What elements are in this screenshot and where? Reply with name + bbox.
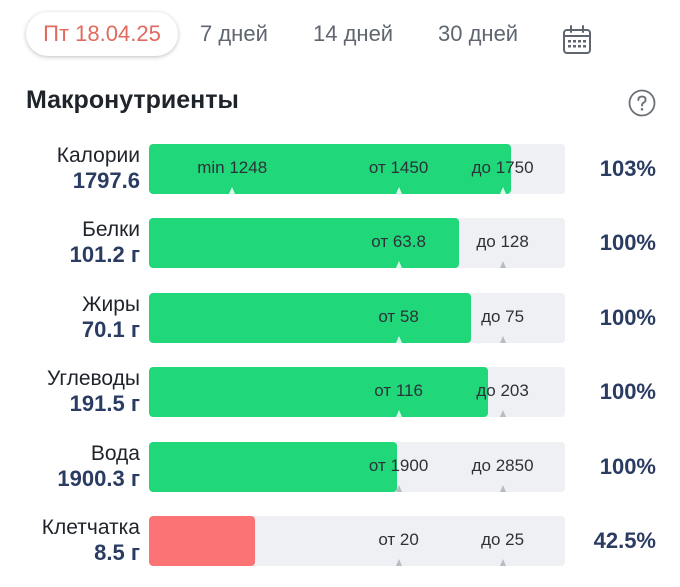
range-marker-tick: [395, 559, 402, 566]
range-marker-tick: [395, 187, 402, 194]
nutrient-percent: 100%: [599, 230, 656, 256]
nutrient-name: Клетчатка: [41, 516, 140, 539]
nutrient-value: 191.5 г: [69, 391, 140, 417]
range-marker-label: от 63.8: [371, 232, 426, 252]
nutrient-row[interactable]: Жиры 70.1 г от 58 до 75 100%: [0, 292, 680, 345]
nutrient-name: Углеводы: [46, 367, 140, 391]
progress-fill: [149, 292, 472, 343]
progress-track: от 116 до 203: [149, 367, 565, 418]
progress-track: min 1248 от 1450 до 1750: [149, 144, 565, 194]
progress-track: от 63.8 до 128: [149, 218, 565, 269]
nutrient-label: Белки 101.2 г: [70, 218, 140, 268]
tab-30-days[interactable]: 30 дней: [438, 21, 519, 46]
nutrient-name: Вода: [90, 441, 140, 465]
range-marker-label: до 75: [481, 306, 525, 326]
range-marker-label: до 2850: [471, 455, 534, 475]
range-marker-label: до 25: [481, 530, 525, 549]
range-marker-tick: [499, 410, 506, 418]
range-marker-label: от 58: [378, 306, 419, 326]
section-title: Макронутриенты: [26, 86, 239, 114]
nutrient-label: Углеводы 191.5 г: [47, 367, 140, 417]
range-marker-tick: [499, 335, 506, 343]
range-marker-label: от 1450: [368, 158, 429, 177]
nutrient-row[interactable]: Клетчатка 8.5 г от 20 до 25 42.5%: [0, 516, 680, 568]
progress-fill: [149, 516, 256, 566]
nutrient-percent: 103%: [599, 156, 656, 181]
nutrient-label: Вода 1900.3 г: [57, 442, 140, 492]
nutrient-percent: 100%: [599, 453, 656, 479]
nutrient-row[interactable]: Вода 1900.3 г от 1900 до 2850 100%: [0, 441, 680, 494]
range-marker-label: от 116: [374, 381, 423, 401]
range-marker-label: до 203: [476, 381, 529, 401]
nutrient-value: 1797.6: [72, 168, 140, 193]
nutrient-label: Калории 1797.6: [57, 144, 140, 194]
nutrient-value: 8.5 г: [94, 540, 140, 565]
nutrient-value: 1900.3 г: [57, 465, 140, 491]
range-marker-label: до 1750: [471, 158, 534, 177]
nutrient-row[interactable]: Калории 1797.6 min 1248 от 1450 до 1750 103%: [0, 144, 680, 196]
progress-fill: [149, 367, 489, 418]
nutrient-label: Клетчатка 8.5 г: [42, 516, 140, 566]
progress-track: от 20 до 25: [149, 516, 565, 566]
range-marker-tick: [395, 410, 402, 418]
nutrient-value: 101.2 г: [69, 242, 140, 268]
nutrient-name: Белки: [82, 218, 140, 242]
range-marker-tick: [499, 484, 506, 492]
range-marker-tick: [395, 335, 402, 343]
progress-fill: [149, 144, 511, 194]
range-marker-tick: [395, 261, 402, 269]
nutrient-name: Жиры: [82, 292, 140, 316]
tab-14-days[interactable]: 14 дней: [313, 21, 394, 46]
progress-track: от 1900 до 2850: [149, 441, 565, 492]
nutrient-percent: 42.5%: [593, 528, 656, 553]
nutrient-name: Калории: [56, 144, 140, 167]
nutrient-value: 70.1 г: [81, 316, 140, 342]
tab-7-days[interactable]: 7 дней: [200, 21, 268, 46]
range-marker-tick: [395, 484, 402, 492]
progress-fill: [149, 441, 397, 492]
nutrient-row[interactable]: Углеводы 191.5 г от 116 до 203 100%: [0, 367, 680, 419]
date-range-tabs: Пт 18.04.25 7 дней 14 дней 30 дней: [0, 8, 680, 56]
range-marker-tick: [499, 559, 506, 566]
range-marker-label: от 1900: [368, 455, 429, 475]
progress-track: от 58 до 75: [149, 292, 565, 343]
progress-fill: [149, 218, 459, 269]
range-marker-label: до 128: [476, 232, 529, 252]
nutrient-row[interactable]: Белки 101.2 г от 63.8 до 128 100%: [0, 218, 680, 270]
tab-selected-date[interactable]: Пт 18.04.25: [26, 12, 178, 56]
calendar-icon[interactable]: [561, 24, 593, 56]
range-marker-tick: [499, 261, 506, 269]
range-marker-label: min 1248: [197, 158, 268, 177]
range-marker-tick: [499, 187, 506, 194]
nutrient-percent: 100%: [599, 304, 656, 330]
nutrient-percent: 100%: [599, 379, 656, 405]
range-marker-tick: [229, 187, 236, 194]
range-marker-label: от 20: [378, 530, 419, 549]
help-icon[interactable]: [628, 89, 656, 117]
nutrient-label: Жиры 70.1 г: [82, 293, 140, 343]
